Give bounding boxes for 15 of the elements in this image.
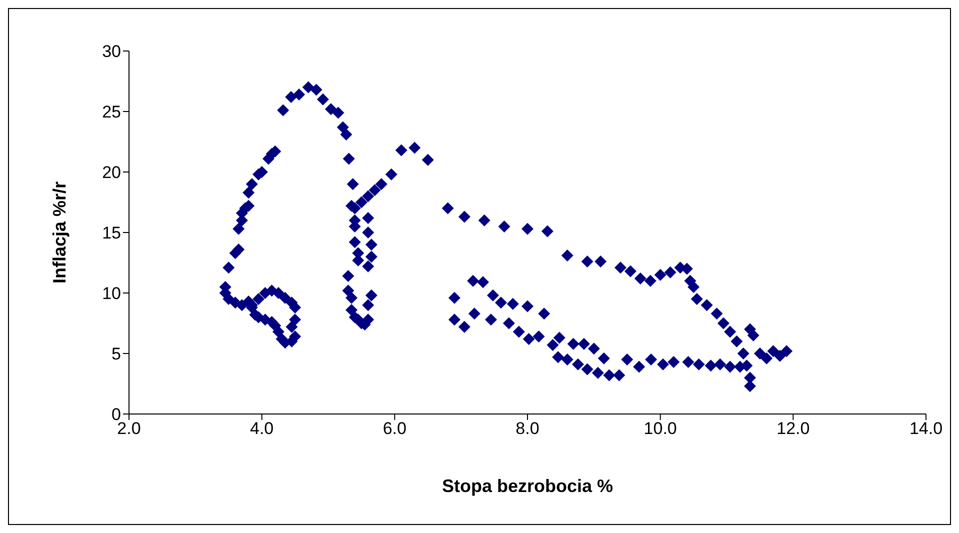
x-tick-label: 6.0: [382, 419, 406, 438]
x-tick-label: 12.0: [776, 419, 810, 438]
x-tick-label: 10.0: [644, 419, 677, 438]
y-tick-label: 20: [102, 163, 121, 182]
y-tick-label: 15: [102, 224, 121, 243]
y-axis-title: Inflacja %r/r: [49, 181, 70, 284]
y-tick-label: 10: [102, 284, 121, 304]
y-tick-label: 25: [102, 102, 121, 122]
x-tick-label: 4.0: [250, 419, 274, 438]
x-axis-title: Stopa bezrobocia %: [442, 476, 614, 496]
y-tick-label: 5: [112, 344, 121, 364]
x-tick-label: 2.0: [117, 419, 141, 438]
x-tick-label: 8.0: [516, 419, 540, 438]
y-tick-label: 30: [102, 42, 121, 62]
x-tick-label: 14.0: [909, 419, 943, 438]
